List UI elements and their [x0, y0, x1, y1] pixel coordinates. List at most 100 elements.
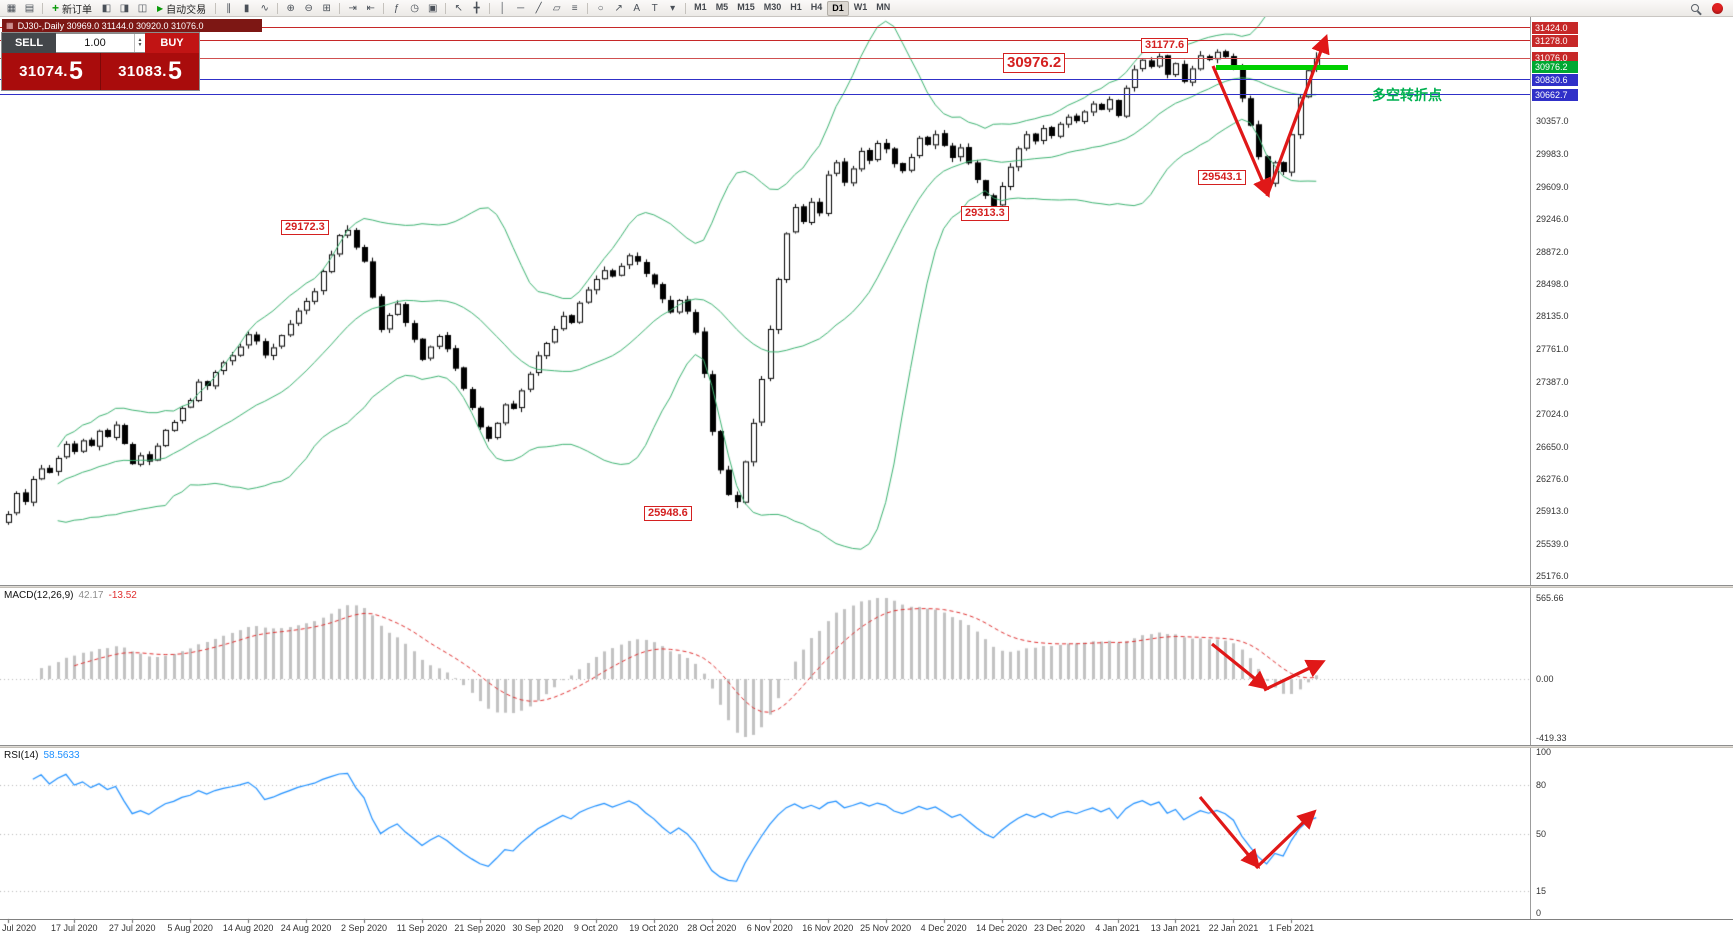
timeframe-m15[interactable]: M15: [737, 1, 755, 12]
hline-30662[interactable]: [0, 94, 1530, 96]
price-badge-support-30662: 30662.7: [1532, 88, 1578, 101]
price-axis-tick: 25913.0: [1536, 506, 1569, 517]
vertical-line-icon[interactable]: │: [499, 2, 506, 14]
horizontal-line-icon[interactable]: ─: [517, 2, 525, 14]
indicators-icon[interactable]: ƒ: [393, 2, 400, 14]
hline-30830[interactable]: [0, 79, 1530, 81]
price-annotation-29313.3[interactable]: 29313.3: [961, 206, 1009, 221]
red-dot: [1712, 2, 1723, 14]
date-axis-label: 14 Aug 2020: [222, 923, 274, 933]
timeframe-d1[interactable]: D1: [827, 0, 849, 16]
timeframe-mn[interactable]: MN: [876, 1, 891, 12]
zoom-out-icon[interactable]: ⊖: [304, 2, 313, 14]
plus-icon: +: [52, 1, 60, 15]
notification-icon[interactable]: [1709, 1, 1726, 16]
volume-up-icon[interactable]: ▲: [137, 37, 143, 43]
candlestick-chart-icon[interactable]: ▮: [243, 2, 250, 14]
new-order-button[interactable]: + 新订单: [47, 1, 97, 16]
buy-price[interactable]: 31083. 5: [100, 53, 199, 90]
sell-button[interactable]: SELL: [2, 33, 56, 53]
date-axis-label: 13 Jan 2021: [1150, 923, 1201, 933]
price-annotation-29172.3[interactable]: 29172.3: [281, 220, 329, 235]
zoom-in-icon[interactable]: ⊕: [286, 2, 295, 14]
price-axis-tick: 28498.0: [1536, 279, 1569, 290]
macd-title: MACD(12,26,9): [4, 590, 74, 601]
text-icon[interactable]: A: [633, 2, 640, 14]
rsi-axis-tick: 0: [1536, 908, 1542, 918]
price-annotation-30976.2[interactable]: 30976.2: [1003, 53, 1066, 73]
green-level-line[interactable]: [1216, 64, 1348, 70]
auto-scroll-icon[interactable]: ⇥: [348, 2, 357, 14]
price-annotation-29543.1[interactable]: 29543.1: [1198, 170, 1246, 185]
trade-controls-row: SELL 1.00 ▲ ▼ BUY: [2, 33, 199, 53]
timeframe-m5[interactable]: M5: [715, 1, 729, 12]
price-badge-green-level: 30976.2: [1532, 61, 1578, 74]
fibonacci-icon[interactable]: ≡: [571, 2, 578, 14]
timeframe-switcher: M1 M5 M15 M30 H1 H4 D1 W1 MN: [690, 0, 894, 16]
date-axis-label: 24 Aug 2020: [280, 923, 332, 933]
volume-spinner[interactable]: ▲ ▼: [134, 34, 145, 52]
new-chart-icon[interactable]: ▦: [6, 2, 17, 14]
new-order-button-label: 新订单: [62, 4, 93, 16]
bid-price-line[interactable]: [0, 57, 1530, 59]
sell-price[interactable]: 31074. 5: [2, 53, 100, 90]
toolbar: ▦ ▤ + 新订单 ◧ ◨ ◫ ▶ 自动交易 ∥ ▮ ∿ ⊕ ⊖ ⊞ ⇥ ⇤ ƒ ◷ ▣ ↖ ╋ │ ─ ╱ ▱ ≡ ○ ↗ A T ▾ M1 M…: [0, 0, 1733, 17]
date-axis-label: Jul 2020: [2, 923, 37, 933]
timeframe-h4[interactable]: H4: [810, 1, 823, 12]
price-annotation-31177.6[interactable]: 31177.6: [1141, 38, 1189, 53]
templates-icon[interactable]: ▣: [427, 2, 438, 14]
timeframe-w1[interactable]: W1: [853, 1, 868, 12]
hline-31278[interactable]: [0, 40, 1530, 42]
text-label-icon[interactable]: T: [651, 2, 658, 14]
rsi-indicator-label: RSI(14) 58.5633: [4, 750, 85, 761]
bar-chart-icon[interactable]: ∥: [226, 2, 232, 14]
hline-31424[interactable]: [0, 27, 1530, 29]
data-window-icon[interactable]: ◨: [119, 2, 130, 14]
price-badge-support-30830: 30830.6: [1532, 73, 1578, 86]
price-axis-tick: 25176.0: [1536, 570, 1569, 581]
one-click-trading-panel: SELL 1.00 ▲ ▼ BUY 31074. 5 31083. 5: [2, 33, 199, 90]
sell-price-main: 31074.: [19, 63, 68, 80]
crosshair-icon[interactable]: ╋: [473, 2, 480, 14]
date-axis-label: 1 Feb 2021: [1268, 923, 1315, 933]
chart-window-caption[interactable]: ▦ DJ30-,Daily 30969.0 31144.0 30920.0 31…: [2, 19, 262, 32]
search-icon[interactable]: [1686, 1, 1703, 16]
price-axis-tick: 29246.0: [1536, 213, 1569, 224]
volume-down-icon[interactable]: ▼: [137, 42, 143, 48]
volume-input[interactable]: 1.00 ▲ ▼: [56, 33, 145, 53]
profiles-icon[interactable]: ▤: [24, 2, 35, 14]
objects-dropdown-icon[interactable]: ▾: [670, 2, 676, 14]
toolbar-separator: [277, 2, 279, 14]
market-watch-icon[interactable]: ◧: [101, 2, 112, 14]
play-icon: ▶: [157, 3, 164, 13]
channel-icon[interactable]: ▱: [552, 2, 561, 14]
timeframe-h1[interactable]: H1: [790, 1, 802, 12]
trendline-icon[interactable]: ╱: [535, 2, 542, 14]
price-axis-tick: 28135.0: [1536, 311, 1569, 322]
cursor-icon[interactable]: ↖: [454, 2, 463, 14]
autotrading-button[interactable]: ▶ 自动交易: [152, 1, 211, 16]
navigator-icon[interactable]: ◫: [137, 2, 148, 14]
tile-windows-icon[interactable]: ⊞: [322, 2, 331, 14]
date-axis-label: 30 Sep 2020: [512, 923, 564, 933]
timeframe-m1[interactable]: M1: [694, 1, 707, 12]
line-chart-icon[interactable]: ∿: [260, 2, 269, 14]
shapes-icon[interactable]: ○: [597, 2, 604, 14]
timeframe-m30[interactable]: M30: [763, 1, 782, 12]
panel-divider-macd[interactable]: [0, 585, 1733, 588]
rsi-value: 58.5633: [43, 750, 80, 761]
sell-price-big: 5: [68, 57, 83, 85]
chart-shift-icon[interactable]: ⇤: [366, 2, 375, 14]
arrows-tool-icon[interactable]: ↗: [614, 2, 623, 14]
price-badge-resistance-31424: 31424.0: [1532, 21, 1578, 34]
macd-axis-tick: 0.00: [1536, 674, 1554, 684]
buy-button[interactable]: BUY: [145, 33, 199, 53]
date-axis-label: 21 Sep 2020: [454, 923, 506, 933]
price-annotation-25948.6[interactable]: 25948.6: [644, 506, 692, 521]
date-axis-label: 23 Dec 2020: [1034, 923, 1086, 933]
periods-icon[interactable]: ◷: [410, 2, 420, 14]
panel-divider-rsi[interactable]: [0, 745, 1733, 748]
date-axis-label: 28 Oct 2020: [687, 923, 737, 933]
note-text[interactable]: 多空转折点: [1372, 87, 1442, 103]
